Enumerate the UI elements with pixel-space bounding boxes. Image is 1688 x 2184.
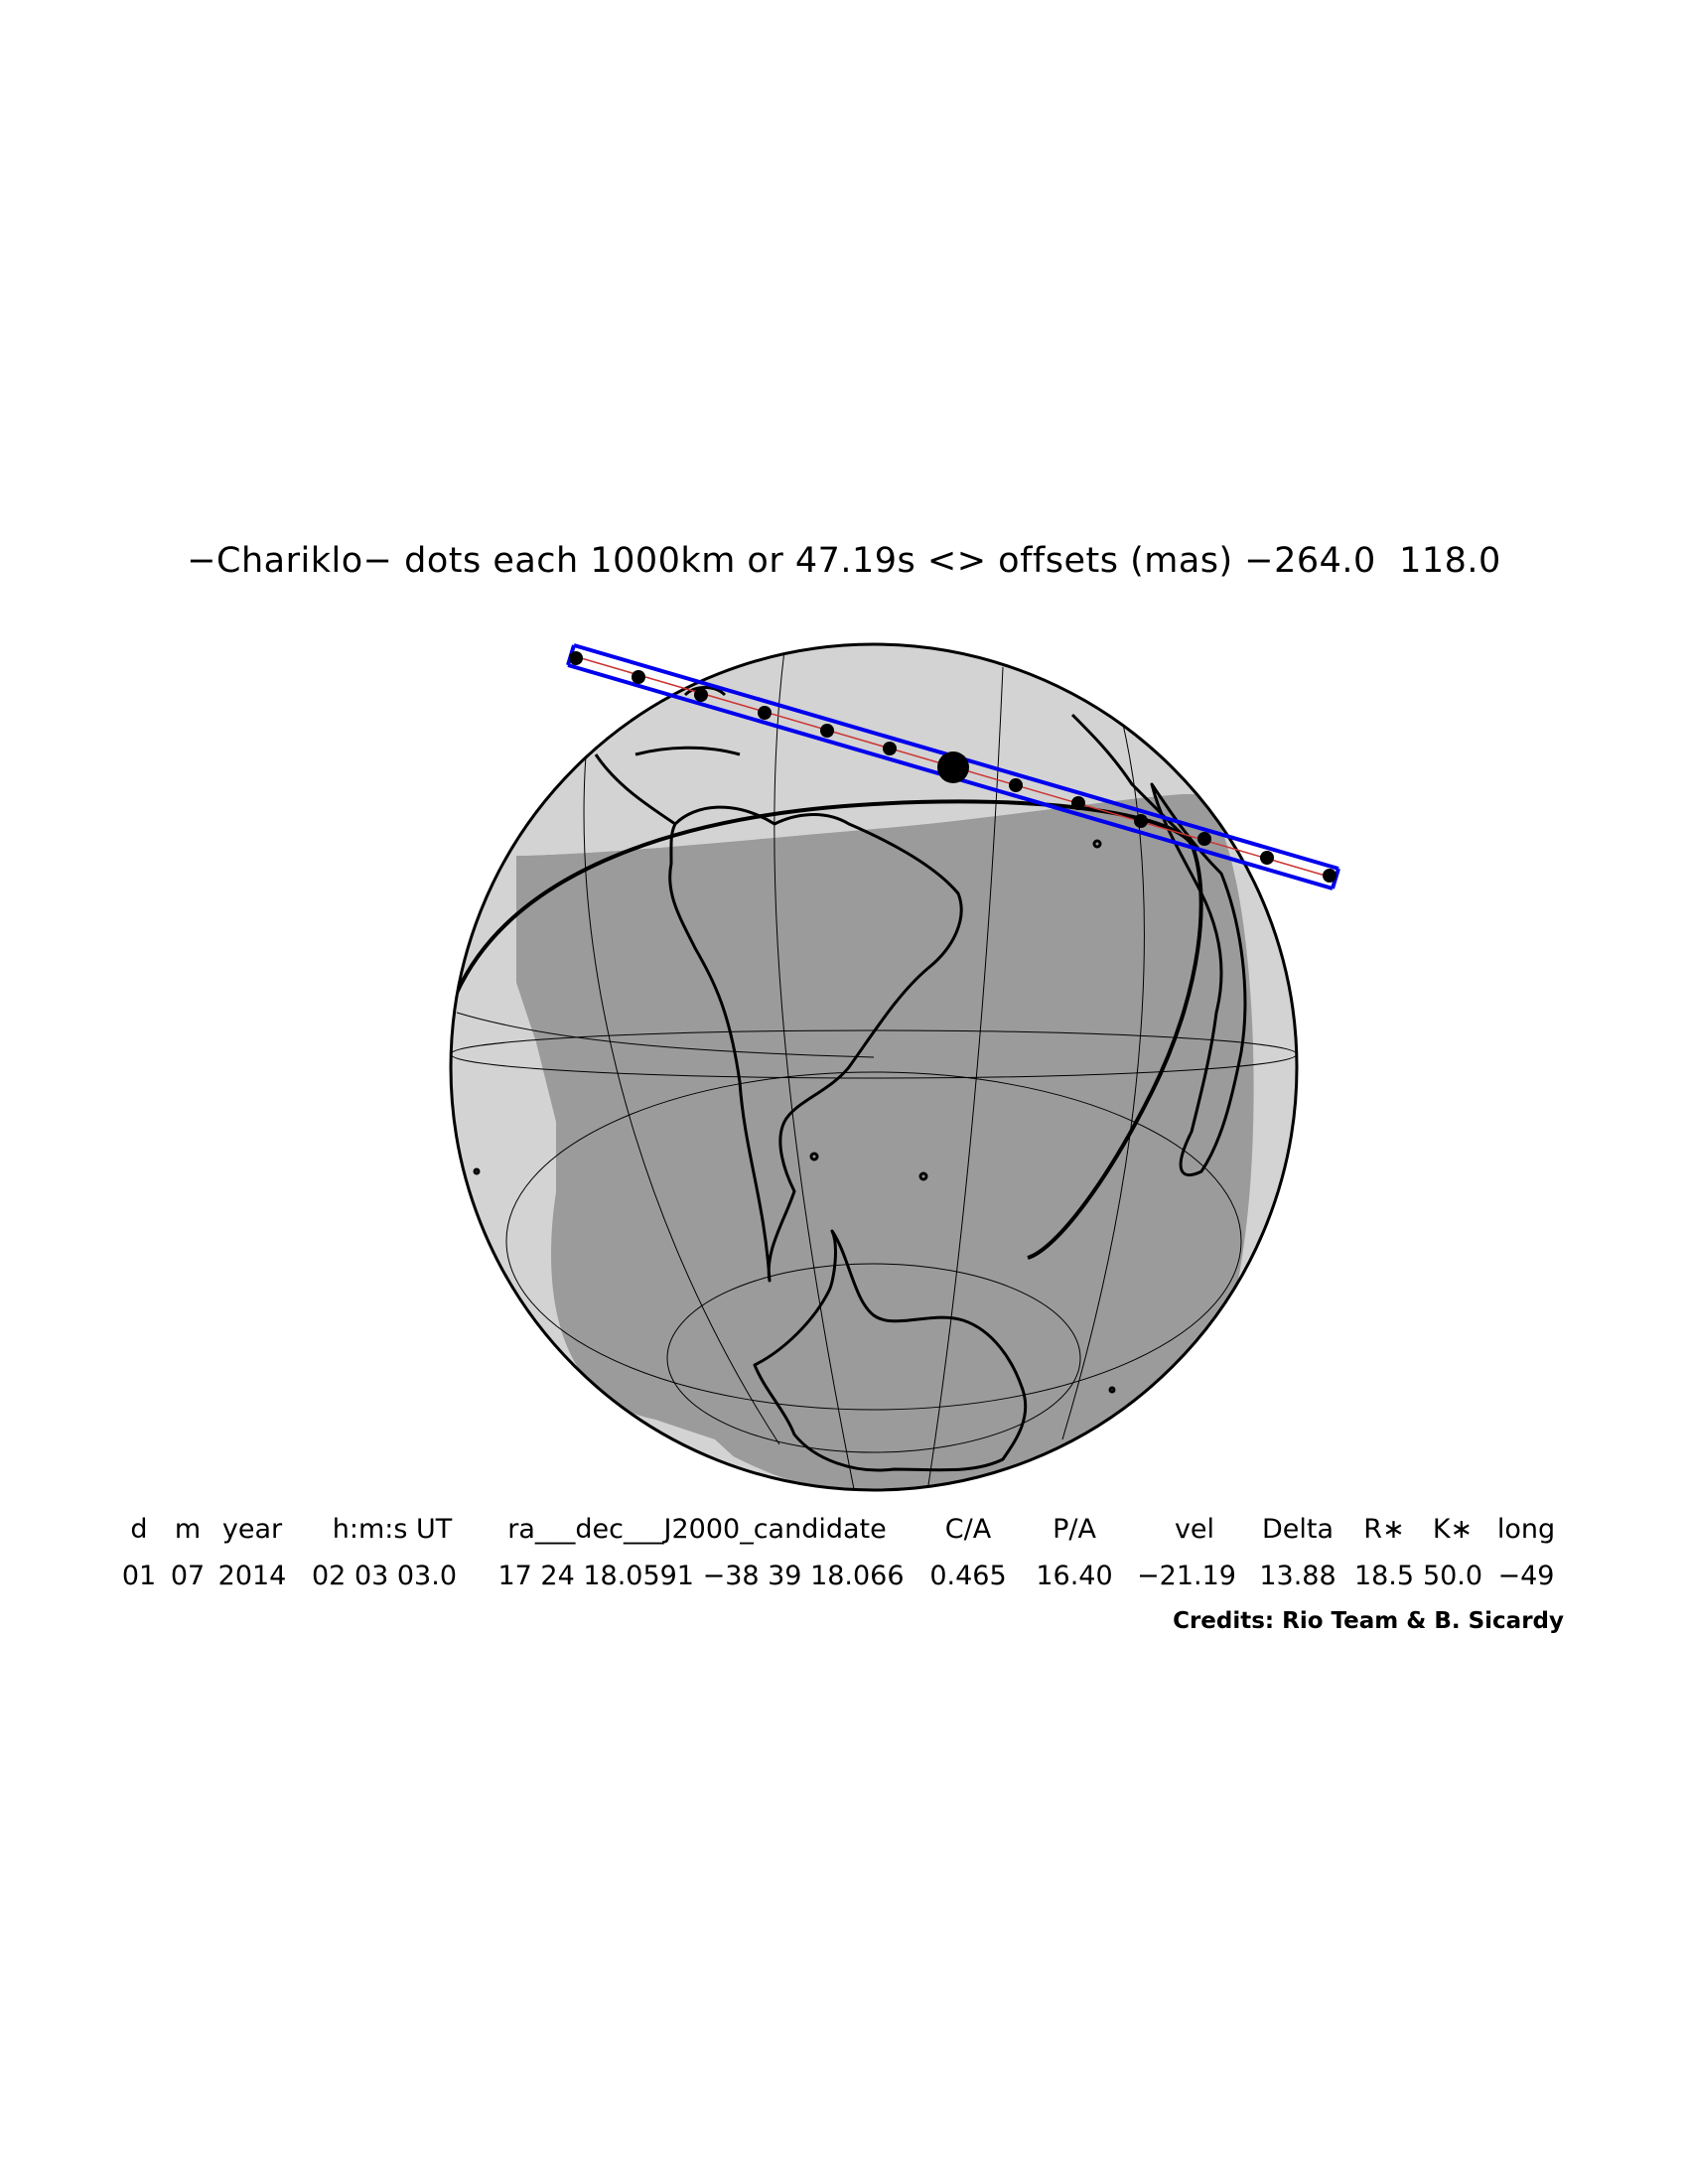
header-pa: P/A [1053, 1514, 1096, 1545]
value-long: −49 [1497, 1561, 1555, 1591]
path-dot [1323, 869, 1336, 883]
path-dot [694, 688, 708, 702]
antarctica-outline [753, 1229, 1028, 1472]
south-america-outline [668, 805, 963, 1283]
value-k-mag: 50.0 [1422, 1561, 1483, 1591]
value-time: 02 03 03.0 [312, 1561, 457, 1591]
africa-outline [1150, 782, 1247, 1177]
central-america-outline [594, 753, 676, 826]
header-year: year [221, 1514, 283, 1545]
globe-limb [449, 642, 1299, 1492]
path-dot [1260, 851, 1274, 865]
path-dot [1071, 796, 1085, 810]
path-dot [883, 742, 897, 755]
value-month: 07 [170, 1561, 206, 1591]
path-dot [1197, 832, 1211, 846]
header-long: long [1496, 1514, 1556, 1545]
header-k-mag: K∗ [1432, 1514, 1474, 1545]
header-time: h:m:s UT [332, 1514, 453, 1545]
header-ca: C/A [944, 1514, 992, 1545]
path-dot-central-instant [937, 751, 969, 783]
value-day: 01 [121, 1561, 157, 1591]
credits: Credits: Rio Team & B. Sicardy [1173, 1608, 1564, 1634]
value-year: 2014 [217, 1561, 287, 1591]
header-vel: vel [1174, 1514, 1215, 1545]
header-month: m [174, 1514, 202, 1545]
value-vel: −21.19 [1137, 1561, 1236, 1591]
header-coordinates: ra___dec___J2000_candidate [507, 1514, 887, 1545]
header-delta: Delta [1261, 1514, 1335, 1545]
value-coordinates: 17 24 18.0591 −38 39 18.066 [497, 1561, 905, 1591]
value-r-mag: 18.5 [1353, 1561, 1415, 1591]
shadow-dots [569, 651, 1336, 883]
value-ca: 0.465 [929, 1561, 1007, 1591]
path-dot [758, 706, 772, 720]
coastlines [473, 686, 1247, 1472]
path-dot [569, 651, 583, 665]
path-dot [1134, 814, 1148, 828]
plot-title: −Chariklo− dots each 1000km or 47.19s <>… [187, 541, 1501, 581]
path-dot [632, 670, 645, 684]
value-pa: 16.40 [1036, 1561, 1113, 1591]
value-delta: 13.88 [1259, 1561, 1336, 1591]
header-day: d [130, 1514, 148, 1545]
path-dot [820, 724, 834, 738]
path-dot [1009, 778, 1023, 792]
header-r-mag: R∗ [1363, 1514, 1405, 1545]
night-region [516, 792, 1254, 1490]
europe-outline [1070, 713, 1194, 846]
terminator-line [455, 799, 1203, 1260]
